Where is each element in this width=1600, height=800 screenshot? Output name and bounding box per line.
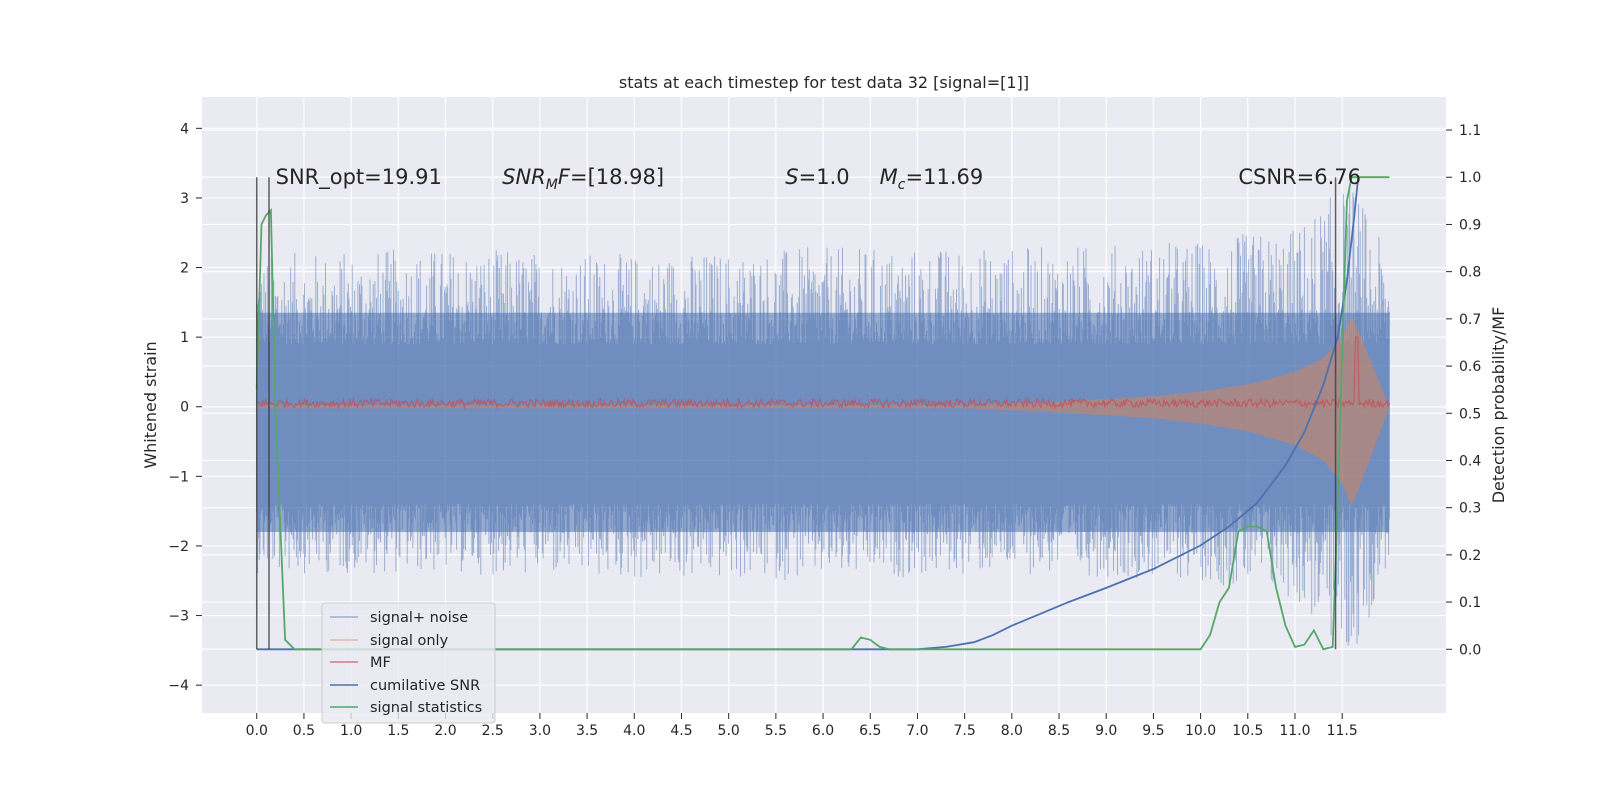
y-tick-label: −3 (168, 609, 189, 625)
x-tick-label: 10.0 (1185, 723, 1216, 739)
y-axis-left: −4 −3 −2 −1 0 1 2 3 4 (168, 121, 202, 694)
legend-item-cumulative-snr: cumilative SNR (330, 678, 480, 694)
legend-label: MF (370, 655, 391, 671)
series-signal-only (256, 316, 1390, 507)
y-tick-label: 4 (180, 121, 189, 137)
series-mf (256, 336, 1391, 410)
series-layer (255, 176, 1391, 651)
x-tick-label: 3.0 (529, 723, 551, 739)
legend-item-signal-noise: signal+ noise (330, 610, 468, 626)
y2-tick-label: 0.1 (1459, 595, 1481, 611)
y2-tick-label: 0.2 (1459, 548, 1481, 564)
annotation-mc: Mc=11.69 (880, 165, 984, 193)
y2-tick-label: 0.4 (1459, 453, 1481, 469)
y-axis-right: 0.0 0.1 0.2 0.3 0.4 0.5 0.6 0.7 0.8 0.9 1.0 1.1 (1446, 123, 1481, 658)
x-tick-label: 0.0 (246, 723, 268, 739)
x-tick-label: 2.0 (434, 723, 456, 739)
x-tick-label: 8.0 (1001, 723, 1023, 739)
x-tick-label: 10.5 (1232, 723, 1263, 739)
x-tick-label: 9.0 (1095, 723, 1117, 739)
legend-label: signal statistics (370, 700, 482, 716)
x-tick-label: 8.5 (1048, 723, 1070, 739)
annotation-csnr: CSNR=6.76 (1238, 165, 1361, 189)
y-tick-label: 3 (180, 191, 189, 207)
y-tick-label: 0 (180, 400, 189, 416)
x-tick-label: 9.5 (1142, 723, 1164, 739)
y2-tick-label: 0.7 (1459, 312, 1481, 328)
y2-tick-label: 0.5 (1459, 406, 1481, 422)
x-tick-label: 4.0 (623, 723, 645, 739)
x-tick-label: 11.5 (1327, 723, 1358, 739)
x-tick-label: 3.5 (576, 723, 598, 739)
x-tick-label: 5.0 (718, 723, 740, 739)
legend-label: signal only (370, 633, 449, 649)
x-tick-label: 6.5 (859, 723, 881, 739)
legend-label: signal+ noise (370, 610, 468, 626)
legend-item-mf: MF (330, 655, 391, 671)
y-tick-label: −4 (168, 678, 189, 694)
legend-label: cumilative SNR (370, 678, 480, 694)
annotation-snr-mf: SNRMF=[18.98] (502, 165, 664, 193)
y2-tick-label: 1.0 (1459, 170, 1481, 186)
y2-axis-label: Detection probability/MF (1489, 307, 1508, 504)
x-tick-label: 1.0 (340, 723, 362, 739)
y-axis-label: Whitened strain (141, 341, 160, 468)
chart-title: stats at each timestep for test data 32 … (619, 73, 1029, 92)
x-tick-label: 6.0 (812, 723, 834, 739)
y2-tick-label: 1.1 (1459, 123, 1481, 139)
y2-tick-label: 0.3 (1459, 501, 1481, 517)
x-axis: 0.0 0.5 1.0 1.5 2.0 2.5 3.0 3.5 4.0 4.5 5.0 5.5 6.0 6… (246, 713, 1358, 739)
x-tick-label: 11.0 (1279, 723, 1310, 739)
legend-item-signal-only: signal only (330, 633, 449, 649)
vertical-lines (255, 177, 1337, 650)
y2-tick-label: 0.8 (1459, 265, 1481, 281)
legend: signal+ noise signal only MF cumilative … (321, 602, 496, 724)
annotation-s: S=1.0 (785, 165, 849, 189)
legend-item-signal-statistics: signal statistics (330, 700, 482, 716)
x-tick-label: 4.5 (670, 723, 692, 739)
y-tick-label: −1 (168, 469, 189, 485)
y-tick-label: 2 (180, 261, 189, 277)
y-tick-label: −2 (168, 539, 189, 555)
y2-tick-label: 0.9 (1459, 217, 1481, 233)
y-tick-label: 1 (180, 330, 189, 346)
x-tick-label: 2.5 (482, 723, 504, 739)
y2-tick-label: 0.6 (1459, 359, 1481, 375)
x-tick-label: 0.5 (293, 723, 315, 739)
x-tick-label: 5.5 (765, 723, 787, 739)
annotation-snr-opt: SNR_opt=19.91 (276, 165, 442, 190)
x-tick-label: 7.5 (954, 723, 976, 739)
x-tick-label: 7.0 (906, 723, 928, 739)
x-tick-label: 1.5 (387, 723, 409, 739)
y2-tick-label: 0.0 (1459, 642, 1481, 658)
legend-box (321, 602, 496, 724)
